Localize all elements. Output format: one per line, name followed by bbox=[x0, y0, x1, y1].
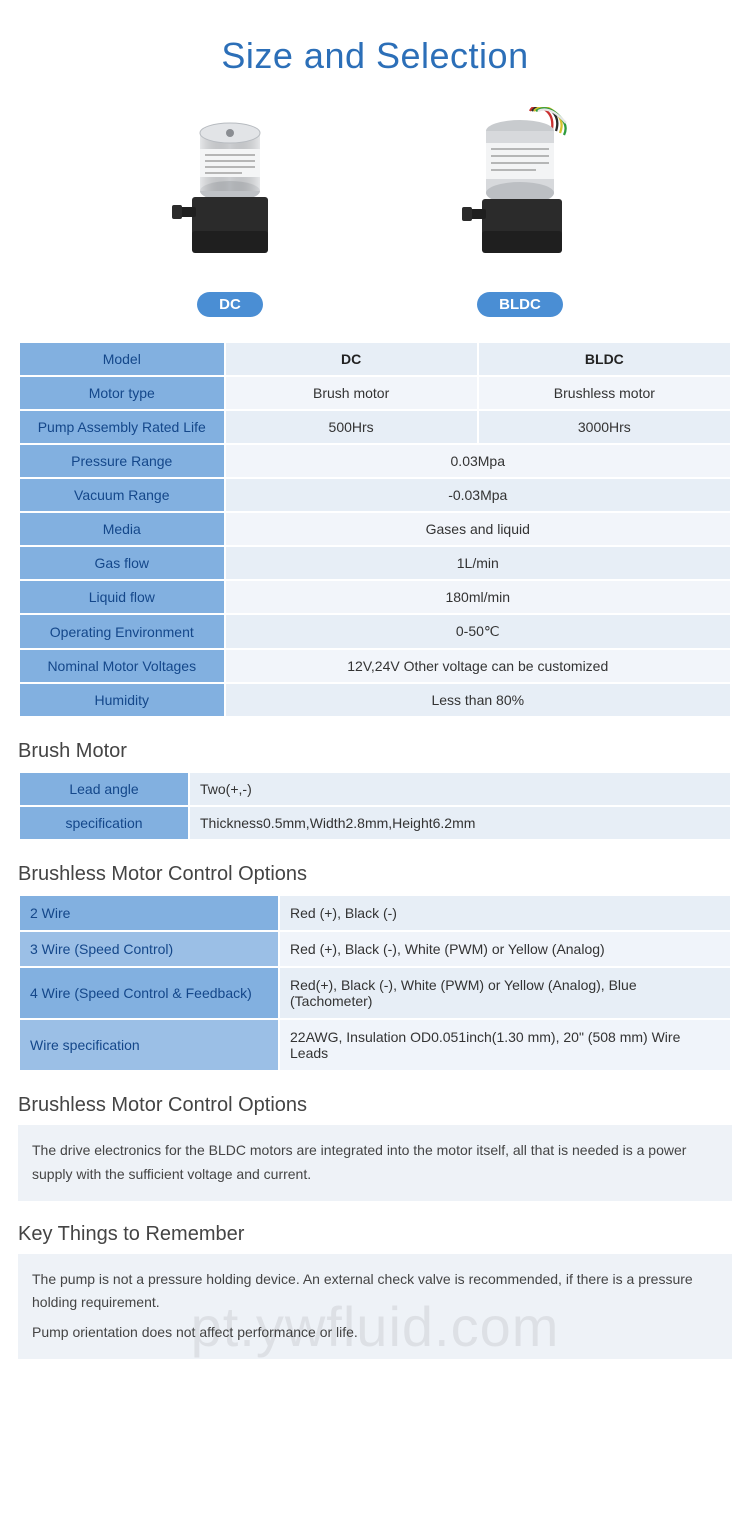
spec-value: 500Hrs bbox=[225, 410, 478, 444]
ctrl-val: Red (+), Black (-) bbox=[279, 895, 731, 931]
control-options-table: 2 Wire Red (+), Black (-) 3 Wire (Speed … bbox=[18, 894, 732, 1072]
spec-value: 3000Hrs bbox=[478, 410, 731, 444]
spec-value: 180ml/min bbox=[225, 580, 731, 614]
control-note-heading: Brushless Motor Control Options bbox=[18, 1094, 732, 1117]
brush-label: specification bbox=[19, 806, 189, 840]
product-image-bldc bbox=[440, 107, 600, 282]
spec-row: Motor type Brush motor Brushless motor bbox=[19, 376, 731, 410]
spec-row: Gas flow 1L/min bbox=[19, 546, 731, 580]
spec-label: Vacuum Range bbox=[19, 478, 225, 512]
brush-value: Two(+,-) bbox=[189, 772, 731, 806]
brush-value: Thickness0.5mm,Width2.8mm,Height6.2mm bbox=[189, 806, 731, 840]
spec-label: Pump Assembly Rated Life bbox=[19, 410, 225, 444]
brush-motor-table: Lead angle Two(+,-) specification Thickn… bbox=[18, 771, 732, 841]
spec-table: Model DC BLDC Motor type Brush motor Bru… bbox=[18, 341, 732, 718]
spec-header-bldc: BLDC bbox=[478, 342, 731, 376]
spec-row: Liquid flow 180ml/min bbox=[19, 580, 731, 614]
type-pill-bldc: BLDC bbox=[477, 292, 563, 317]
control-note-text: The drive electronics for the BLDC motor… bbox=[32, 1139, 718, 1187]
spec-header-label: Model bbox=[19, 342, 225, 376]
key-things-heading: Key Things to Remember bbox=[18, 1223, 732, 1246]
ctrl-key: 4 Wire (Speed Control & Feedback) bbox=[19, 967, 279, 1019]
spec-value: -0.03Mpa bbox=[225, 478, 731, 512]
ctrl-key: 3 Wire (Speed Control) bbox=[19, 931, 279, 967]
product-image-dc bbox=[150, 107, 310, 282]
spec-value: 12V,24V Other voltage can be customized bbox=[225, 649, 731, 683]
spec-value: 0-50℃ bbox=[225, 614, 731, 649]
brush-label: Lead angle bbox=[19, 772, 189, 806]
table-row: 4 Wire (Speed Control & Feedback) Red(+)… bbox=[19, 967, 731, 1019]
spec-header-dc: DC bbox=[225, 342, 478, 376]
product-col-bldc: BLDC bbox=[430, 107, 610, 317]
spec-row: Pressure Range 0.03Mpa bbox=[19, 444, 731, 478]
spec-label: Media bbox=[19, 512, 225, 546]
control-note-box: The drive electronics for the BLDC motor… bbox=[18, 1125, 732, 1201]
spec-row: Humidity Less than 80% bbox=[19, 683, 731, 717]
spec-label: Gas flow bbox=[19, 546, 225, 580]
spec-value: Brushless motor bbox=[478, 376, 731, 410]
table-row: Wire specification 22AWG, Insulation OD0… bbox=[19, 1019, 731, 1071]
spec-row: Nominal Motor Voltages 12V,24V Other vol… bbox=[19, 649, 731, 683]
control-options-heading: Brushless Motor Control Options bbox=[18, 863, 732, 886]
ctrl-key: Wire specification bbox=[19, 1019, 279, 1071]
key-things-box: The pump is not a pressure holding devic… bbox=[18, 1254, 732, 1359]
ctrl-val: Red (+), Black (-), White (PWM) or Yello… bbox=[279, 931, 731, 967]
spec-row: Pump Assembly Rated Life 500Hrs 3000Hrs bbox=[19, 410, 731, 444]
table-row: 3 Wire (Speed Control) Red (+), Black (-… bbox=[19, 931, 731, 967]
ctrl-val: Red(+), Black (-), White (PWM) or Yellow… bbox=[279, 967, 731, 1019]
spec-label: Humidity bbox=[19, 683, 225, 717]
type-pill-dc: DC bbox=[197, 292, 263, 317]
spec-label: Motor type bbox=[19, 376, 225, 410]
spec-row-header: Model DC BLDC bbox=[19, 342, 731, 376]
spec-label: Pressure Range bbox=[19, 444, 225, 478]
spec-row: Vacuum Range -0.03Mpa bbox=[19, 478, 731, 512]
key-things-line: The pump is not a pressure holding devic… bbox=[32, 1268, 718, 1316]
table-row: 2 Wire Red (+), Black (-) bbox=[19, 895, 731, 931]
spec-label: Operating Environment bbox=[19, 614, 225, 649]
spec-value: 1L/min bbox=[225, 546, 731, 580]
ctrl-val: 22AWG, Insulation OD0.051inch(1.30 mm), … bbox=[279, 1019, 731, 1071]
spec-label: Nominal Motor Voltages bbox=[19, 649, 225, 683]
product-col-dc: DC bbox=[140, 107, 320, 317]
table-row: Lead angle Two(+,-) bbox=[19, 772, 731, 806]
key-things-line: Pump orientation does not affect perform… bbox=[32, 1321, 718, 1345]
product-image-row: DC bbox=[0, 107, 750, 329]
table-row: specification Thickness0.5mm,Width2.8mm,… bbox=[19, 806, 731, 840]
spec-row: Operating Environment 0-50℃ bbox=[19, 614, 731, 649]
spec-value: 0.03Mpa bbox=[225, 444, 731, 478]
spec-row: Media Gases and liquid bbox=[19, 512, 731, 546]
ctrl-key: 2 Wire bbox=[19, 895, 279, 931]
spec-label: Liquid flow bbox=[19, 580, 225, 614]
spec-value: Less than 80% bbox=[225, 683, 731, 717]
spec-value: Brush motor bbox=[225, 376, 478, 410]
brush-motor-heading: Brush Motor bbox=[18, 740, 732, 763]
page-title: Size and Selection bbox=[0, 0, 750, 107]
spec-value: Gases and liquid bbox=[225, 512, 731, 546]
